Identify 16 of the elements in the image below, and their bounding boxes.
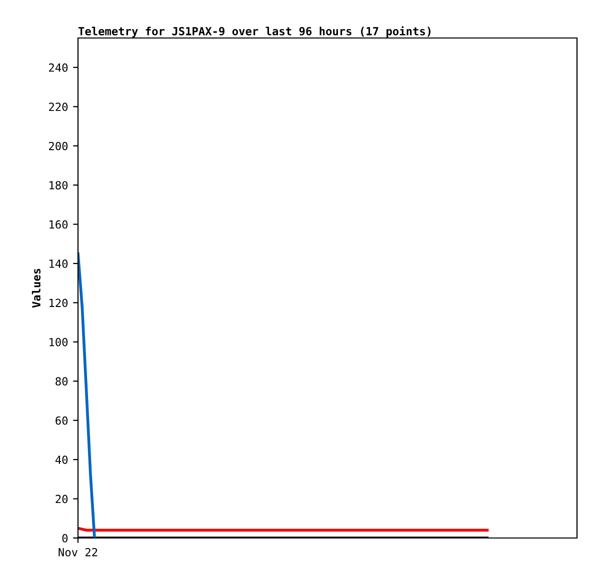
y-tick-label: 100 bbox=[50, 338, 68, 346]
y-tick-label: 220 bbox=[49, 102, 68, 112]
y-tick-label: 80 bbox=[56, 377, 68, 386]
y-tick-label: 180 bbox=[50, 181, 68, 190]
y-tick-label: 20 bbox=[56, 494, 68, 504]
x-tick-label: Nov 22 bbox=[58, 548, 98, 556]
y-tick-label: 140 bbox=[50, 259, 68, 268]
y-tick-label: 240 bbox=[49, 63, 68, 72]
y-tick-label: 160 bbox=[50, 220, 68, 229]
y-axis-title: Values bbox=[32, 268, 40, 308]
y-tick-label: 60 bbox=[56, 416, 68, 425]
chart-title: Telemetry for JS1PAX-9 over last 96 hours (17 points) bbox=[78, 26, 430, 38]
y-tick-label: 0 bbox=[62, 534, 68, 542]
y-tick-label: 200 bbox=[49, 142, 68, 150]
y-tick-label: 40 bbox=[55, 456, 68, 464]
y-tick-label: 120 bbox=[50, 298, 68, 308]
